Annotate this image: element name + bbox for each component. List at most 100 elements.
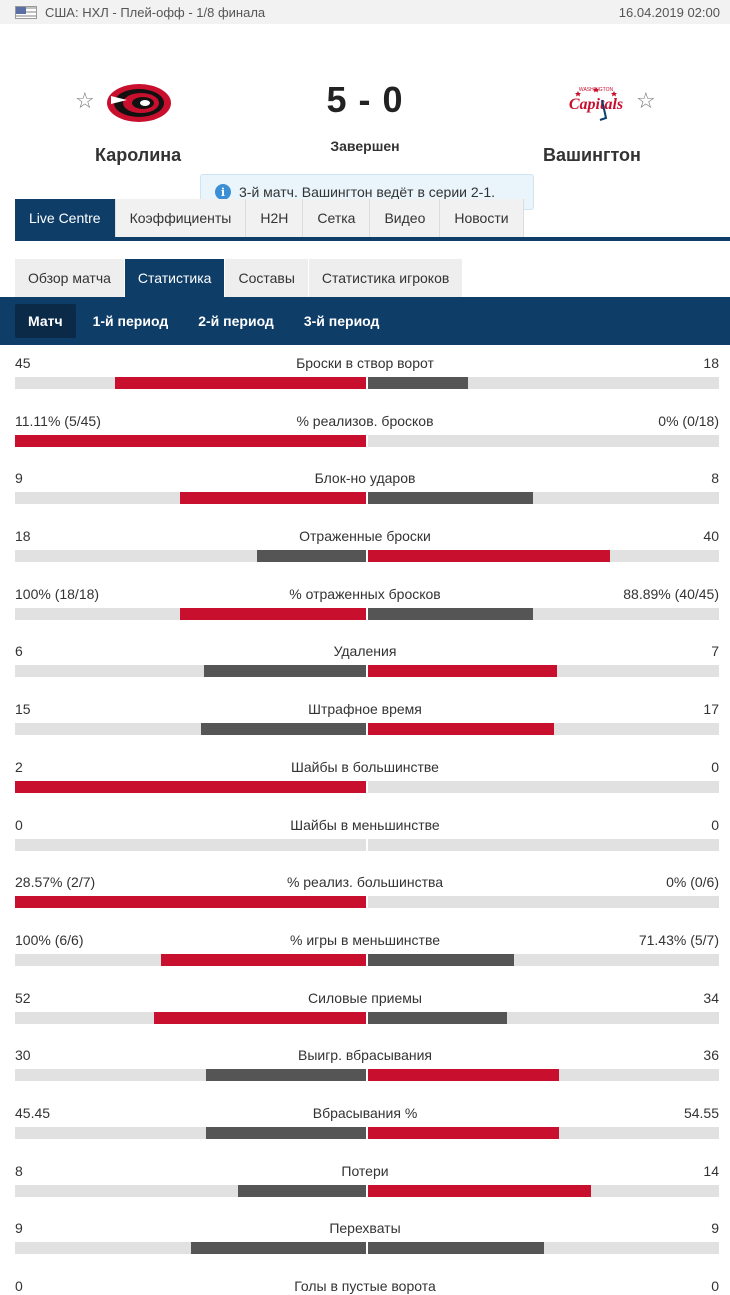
tab-lineups[interactable]: Составы bbox=[225, 259, 308, 297]
stat-row: 100% (6/6) % игры в меньшинстве 71.43% (5/… bbox=[0, 922, 730, 980]
tab-player-stats[interactable]: Статистика игроков bbox=[308, 259, 463, 297]
stat-label: Вбрасывания % bbox=[312, 1104, 418, 1121]
stat-home-bar-track bbox=[15, 723, 366, 736]
stat-home-bar-track bbox=[15, 492, 366, 505]
stat-home-bar-track bbox=[15, 896, 366, 909]
stat-home-bar-track bbox=[15, 434, 366, 447]
stat-away-bar-track bbox=[368, 492, 719, 505]
carolina-logo-icon[interactable] bbox=[105, 82, 173, 124]
stat-away-bar-track bbox=[368, 896, 719, 909]
stat-away-value: 7 bbox=[711, 643, 719, 660]
stat-label: % реализ. большинства bbox=[286, 874, 444, 891]
competition-name: США: НХЛ - Плей-офф - 1/8 финала bbox=[45, 4, 266, 20]
stat-away-bar-track bbox=[368, 780, 719, 793]
stat-row: 45.45 Вбрасывания % 54.55 bbox=[0, 1095, 730, 1153]
stat-away-bar-track bbox=[368, 723, 719, 736]
stat-label: % игры в меньшинстве bbox=[289, 931, 441, 948]
stat-away-value: 9 bbox=[711, 1220, 719, 1237]
stat-away-value: 18 bbox=[703, 355, 719, 371]
stat-away-value: 17 bbox=[703, 701, 719, 718]
main-tabs: Live Centre Коэффициенты H2H Сетка Видео… bbox=[15, 199, 730, 241]
match-score: 5 - 0 bbox=[326, 79, 404, 120]
stat-home-bar-track bbox=[15, 953, 366, 966]
tab-live-centre[interactable]: Live Centre bbox=[15, 199, 116, 237]
tab-h2h[interactable]: H2H bbox=[246, 199, 304, 237]
info-icon: i bbox=[215, 184, 231, 200]
series-info-text: 3-й матч. Вашингтон ведёт в серии 2-1. bbox=[239, 184, 495, 200]
washington-logo-icon[interactable]: WASHINGTON Capitals bbox=[560, 82, 630, 122]
period-3[interactable]: 3-й период bbox=[303, 313, 380, 329]
stat-away-bar-track bbox=[368, 1011, 719, 1024]
stat-home-bar bbox=[15, 896, 366, 909]
competition-info[interactable]: США: НХЛ - Плей-офф - 1/8 финала bbox=[15, 5, 265, 20]
stat-home-bar-track bbox=[15, 377, 366, 389]
stat-label: Перехваты bbox=[329, 1220, 401, 1237]
stat-away-value: 88.89% (40/45) bbox=[623, 585, 719, 602]
stat-away-value: 71.43% (5/7) bbox=[638, 931, 719, 948]
stat-away-bar-track bbox=[368, 1126, 719, 1139]
period-2[interactable]: 2-й период bbox=[198, 313, 274, 329]
period-match[interactable]: Матч bbox=[15, 304, 76, 338]
stat-row: 30 Выигр. вбрасывания 36 bbox=[0, 1037, 730, 1095]
home-team-name[interactable]: Каролина bbox=[95, 145, 182, 165]
stat-away-bar bbox=[368, 953, 515, 966]
stat-label: Потери bbox=[341, 1162, 389, 1179]
stat-away-value: 8 bbox=[711, 470, 719, 487]
match-datetime: 16.04.2019 02:00 bbox=[618, 4, 720, 20]
stat-away-bar-track bbox=[368, 377, 719, 389]
tab-news[interactable]: Новости bbox=[440, 199, 524, 237]
stat-row: 2 Шайбы в большинстве 0 bbox=[0, 749, 730, 807]
stat-row: 11.11% (5/45) % реализов. бросков 0% (0/18… bbox=[0, 403, 730, 461]
stat-home-bar bbox=[153, 1011, 366, 1024]
match-status: Завершен bbox=[330, 138, 400, 154]
match-header: ☆ Каролина 5 - 0 Завершен WASHINGTON Cap… bbox=[0, 24, 730, 210]
stat-label: Шайбы в большинстве bbox=[291, 758, 439, 775]
stat-away-bar bbox=[368, 1069, 560, 1082]
stat-home-bar-track bbox=[15, 1011, 366, 1024]
stat-home-bar bbox=[190, 1242, 366, 1255]
stat-home-value: 0 bbox=[15, 1278, 23, 1294]
stat-away-value: 0 bbox=[711, 1278, 719, 1294]
tab-match-overview[interactable]: Обзор матча bbox=[15, 259, 124, 297]
tab-bracket[interactable]: Сетка bbox=[303, 199, 371, 237]
stat-away-bar-track bbox=[368, 838, 719, 851]
stat-row: 52 Силовые приемы 34 bbox=[0, 980, 730, 1038]
favorite-away-star-icon[interactable]: ☆ bbox=[636, 88, 656, 113]
away-team-name[interactable]: Вашингтон bbox=[543, 145, 641, 165]
tab-odds[interactable]: Коэффициенты bbox=[115, 199, 247, 237]
stat-away-bar bbox=[368, 607, 534, 620]
stat-label: Шайбы в меньшинстве bbox=[290, 816, 440, 833]
favorite-home-star-icon[interactable]: ☆ bbox=[75, 88, 95, 113]
stat-home-bar bbox=[201, 723, 366, 736]
competition-bar: США: НХЛ - Плей-офф - 1/8 финала 16.04.2… bbox=[0, 0, 730, 24]
stat-home-bar-track bbox=[15, 1184, 366, 1197]
stat-away-value: 0 bbox=[711, 816, 719, 833]
stat-away-bar bbox=[368, 1011, 507, 1024]
stat-home-bar-track bbox=[15, 780, 366, 793]
stat-away-bar-track bbox=[368, 1069, 719, 1082]
stat-away-value: 40 bbox=[703, 528, 719, 545]
tab-video[interactable]: Видео bbox=[370, 199, 441, 237]
stat-home-value: 9 bbox=[15, 1220, 23, 1237]
stat-away-bar bbox=[368, 492, 534, 505]
stat-away-bar-track bbox=[368, 1184, 719, 1197]
stat-home-bar-track bbox=[15, 838, 366, 851]
stat-away-bar-track bbox=[368, 953, 719, 966]
stat-row: 15 Штрафное время 17 bbox=[0, 691, 730, 749]
stat-home-value: 8 bbox=[15, 1162, 23, 1179]
tab-statistics[interactable]: Статистика bbox=[124, 259, 225, 297]
stat-home-bar-track bbox=[15, 665, 366, 678]
period-1[interactable]: 1-й период bbox=[92, 313, 169, 329]
stat-home-bar-track bbox=[15, 1242, 366, 1255]
stat-home-value: 45.45 bbox=[15, 1104, 51, 1121]
stat-home-bar bbox=[180, 607, 366, 620]
stat-row: 9 Блок-но ударов 8 bbox=[0, 460, 730, 518]
stat-away-bar bbox=[368, 550, 611, 563]
stat-row: 0 Голы в пустые ворота 0 bbox=[0, 1268, 730, 1295]
stat-home-bar-track bbox=[15, 550, 366, 563]
svg-text:Capitals: Capitals bbox=[569, 96, 623, 113]
period-selector: Матч 1-й период 2-й период 3-й период bbox=[0, 297, 730, 345]
stat-label: Штрафное время bbox=[308, 701, 422, 718]
stat-home-bar-track bbox=[15, 607, 366, 620]
stat-label: Силовые приемы bbox=[308, 989, 422, 1006]
